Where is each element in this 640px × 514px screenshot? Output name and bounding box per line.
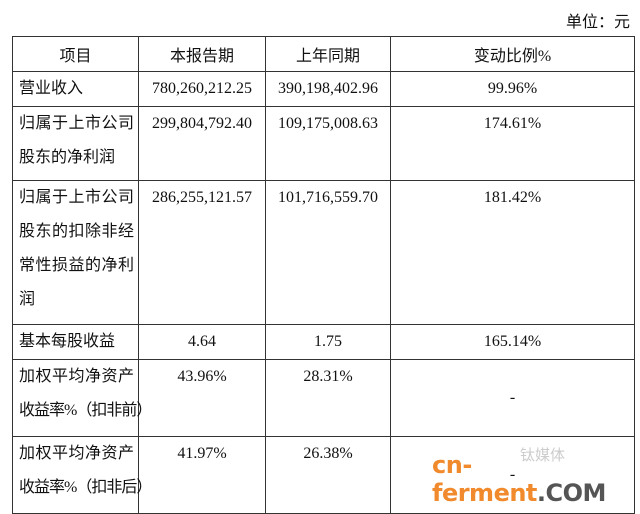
previous-value: 1.75 <box>265 324 391 360</box>
previous-value: 109,175,008.63 <box>265 106 391 181</box>
header-row: 项目 本报告期 上年同期 变动比例% <box>12 36 635 72</box>
table-row: 加权平均净资产收益率%（扣非前） 43.96% 28.31% - <box>12 359 635 437</box>
item-line: 加权平均净资产 <box>19 368 134 385</box>
table-row: 营业收入 780,260,212.25 390,198,402.96 99.96… <box>12 71 635 107</box>
row-item: 基本每股收益 <box>12 324 139 360</box>
item-line: 收益率%（扣非前） <box>19 402 152 419</box>
item-line: 归属于上市公司 <box>19 189 134 206</box>
item-line: 常性损益的净利 <box>19 257 134 274</box>
item-line: 股东的扣除非经 <box>19 223 134 240</box>
row-item: 加权平均净资产收益率%（扣非后） <box>12 436 152 514</box>
watermark-logo: cn-ferment.COM <box>432 451 640 507</box>
row-item: 营业收入 <box>12 71 139 107</box>
change-value: - <box>390 359 635 437</box>
watermark-secondary-logo: 钛媒体 <box>520 446 566 464</box>
unit-label: 单位：元 <box>565 14 630 31</box>
table-row: 归属于上市公司 股东的扣除非经 常性损益的净利润 286,255,121.57 10… <box>12 180 635 325</box>
previous-value: 26.38% <box>265 436 391 514</box>
header-current: 本报告期 <box>138 36 266 72</box>
current-value: 4.64 <box>138 324 266 360</box>
current-value: 41.97% <box>138 436 266 514</box>
change-value: 165.14% <box>390 324 635 360</box>
item-line: 营业收入 <box>19 80 84 97</box>
change-value: 99.96% <box>390 71 635 107</box>
change-value: 181.42% <box>390 180 635 325</box>
item-line: 股东的净利润 <box>19 149 116 166</box>
table-row: 基本每股收益 4.64 1.75 165.14% <box>12 324 635 360</box>
current-value: 780,260,212.25 <box>138 71 266 107</box>
current-value: 286,255,121.57 <box>138 180 266 325</box>
current-value: 43.96% <box>138 359 266 437</box>
financial-table: 项目 本报告期 上年同期 变动比例% 营业收入 780,260,212.25 3… <box>12 36 635 514</box>
current-value: 299,804,792.40 <box>138 106 266 181</box>
header-previous: 上年同期 <box>265 36 391 72</box>
previous-value: 101,716,559.70 <box>265 180 391 325</box>
row-item: 归属于上市公司 股东的扣除非经 常性损益的净利润 <box>12 180 139 325</box>
item-line: 加权平均净资产 <box>19 445 134 462</box>
item-line: 收益率%（扣非后） <box>19 479 152 496</box>
row-item: 加权平均净资产收益率%（扣非前） <box>12 359 152 437</box>
table-row: 归属于上市公司 股东的净利润 299,804,792.40 109,175,008… <box>12 106 635 181</box>
watermark-brand-main: cn-ferment <box>432 451 537 507</box>
watermark-brand-suffix: .COM <box>536 479 607 507</box>
previous-value: 28.31% <box>265 359 391 437</box>
item-line: 润 <box>19 291 36 308</box>
item-line: 归属于上市公司 <box>19 115 134 132</box>
header-item: 项目 <box>12 36 139 72</box>
previous-value: 390,198,402.96 <box>265 71 391 107</box>
header-change: 变动比例% <box>390 36 635 72</box>
row-item: 归属于上市公司 股东的净利润 <box>12 106 139 181</box>
item-line: 基本每股收益 <box>19 333 116 350</box>
change-value: 174.61% <box>390 106 635 181</box>
